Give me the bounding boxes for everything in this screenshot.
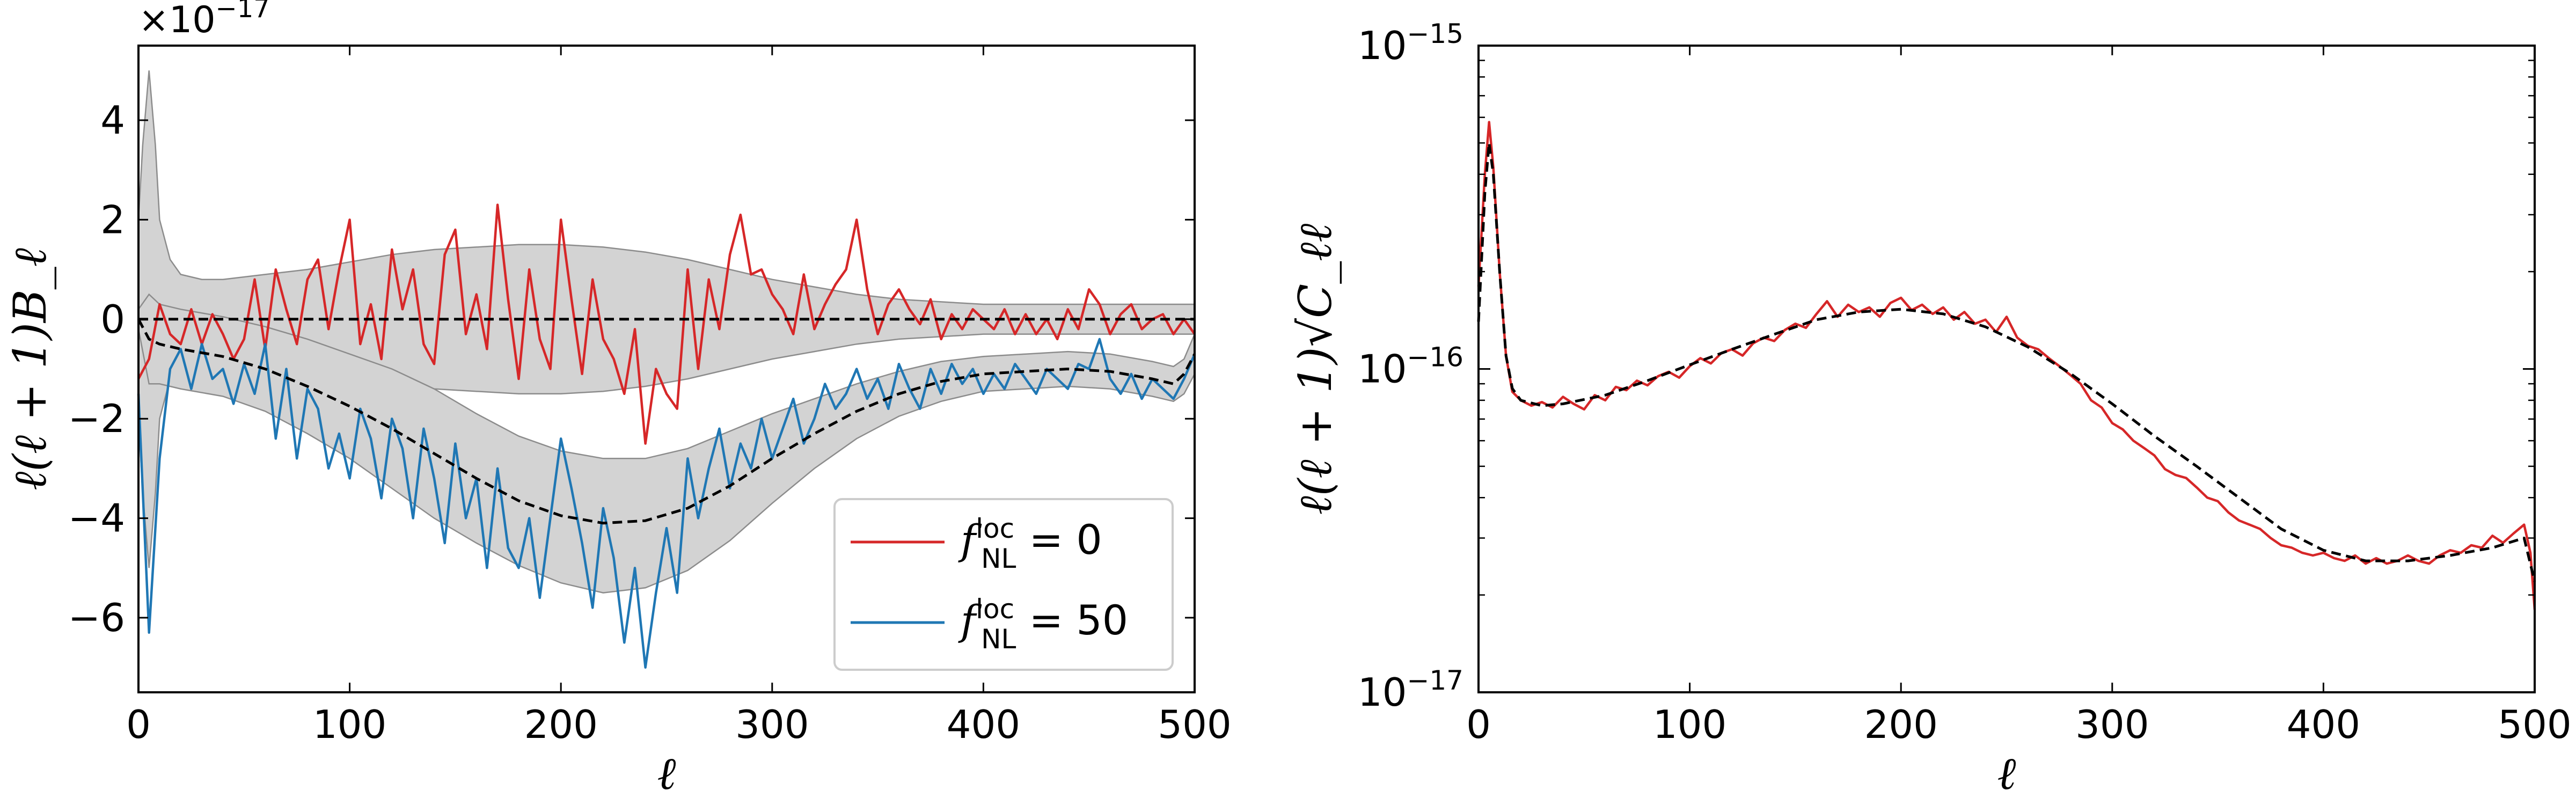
left-y-tick-label: 0 — [100, 297, 125, 342]
right-x-tick-label: 300 — [2075, 702, 2149, 747]
right-plot-frame — [1477, 45, 2536, 693]
left-x-tick-label: 500 — [1158, 702, 1231, 747]
left-y-tick-label: −4 — [68, 496, 125, 541]
series-line-0 — [137, 203, 1196, 445]
right-x-ticks: 0 100 200 300 400 500 — [1466, 46, 2572, 747]
left-x-tick-label: 400 — [947, 702, 1020, 747]
right-y-ticks: 10−15 10−16 10−17 — [1358, 18, 2535, 715]
left-y-tick-label: −6 — [68, 595, 125, 640]
right-chart: 0 100 200 300 400 500 10−15 10−16 10−17 ℓ ℓ(ℓ +… — [1289, 18, 2572, 800]
right-y-tick-label: 10−15 — [1358, 18, 1463, 68]
right-x-tick-label: 200 — [1864, 702, 1937, 747]
right-x-tick-label: 500 — [2498, 702, 2571, 747]
left-plot-frame — [137, 45, 1196, 693]
right-series-lines — [1477, 121, 2536, 610]
right-y-axis-label: ℓ(ℓ + 1)√C_ℓℓ — [1289, 224, 1342, 515]
left-y-offset-label: ×10−17 — [138, 0, 270, 41]
left-x-tick-label: 200 — [524, 702, 597, 747]
right-x-axis-label: ℓ — [1997, 747, 2016, 800]
left-x-tick-label: 100 — [313, 702, 386, 747]
left-y-ticks: 4 2 0 −2 −4 −6 — [68, 98, 1195, 640]
left-chart: 0 100 200 300 400 500 4 2 0 −2 −4 −6 ×10−17 ℓ ℓ(ℓ … — [4, 0, 1232, 800]
right-x-tick-label: 400 — [2287, 702, 2360, 747]
left-x-tick-label: 300 — [735, 702, 809, 747]
dashed-model-line-1 — [1477, 141, 2536, 582]
left-y-tick-label: −2 — [68, 396, 125, 441]
series-line-1 — [137, 338, 1196, 669]
left-x-ticks: 0 100 200 300 400 500 — [126, 46, 1232, 747]
left-legend: floc NL = 0 floc NL = 50 — [833, 498, 1174, 671]
legend-label-fnl-50: floc NL = 50 — [958, 594, 1128, 655]
right-x-tick-label: 100 — [1653, 702, 1726, 747]
dashed-mean-line-3 — [137, 318, 1196, 525]
left-y-axis-label: ℓ(ℓ + 1)B_ℓ — [4, 248, 56, 490]
left-y-tick-label: 4 — [100, 98, 125, 143]
measured-line-0 — [1477, 121, 2536, 610]
left-y-tick-label: 2 — [100, 197, 125, 242]
left-series-lines — [137, 203, 1196, 669]
right-y-tick-label: 10−17 — [1358, 665, 1463, 715]
left-x-axis-label: ℓ — [657, 747, 676, 800]
left-x-tick-label: 0 — [126, 702, 151, 747]
right-x-tick-label: 0 — [1466, 702, 1491, 747]
legend-label-fnl-0: floc NL = 0 — [958, 513, 1102, 574]
right-y-tick-label: 10−16 — [1358, 342, 1463, 392]
